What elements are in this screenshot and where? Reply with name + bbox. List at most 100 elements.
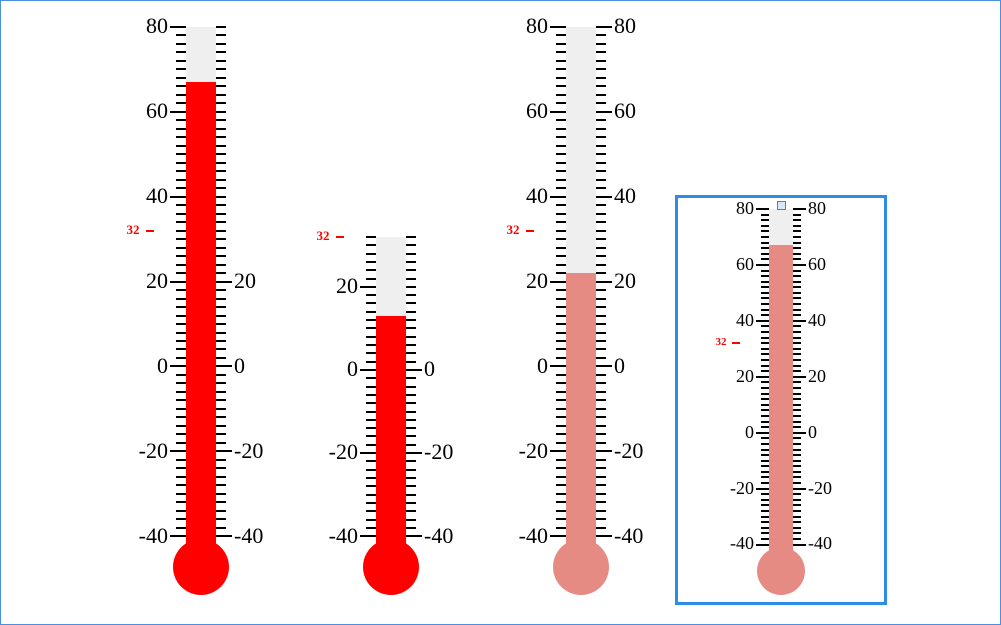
right-tick xyxy=(216,340,226,342)
left-tick xyxy=(761,365,769,367)
right-tick xyxy=(216,60,226,62)
left-tick xyxy=(761,286,769,288)
left-tick xyxy=(756,488,769,490)
right-tick xyxy=(793,314,801,316)
right-tick xyxy=(406,377,416,379)
editor-canvas[interactable]: -40-20020406080-40-2002032-40-20020-40-2… xyxy=(0,0,1001,625)
left-tick-label: 40 xyxy=(526,183,548,209)
right-tick xyxy=(406,502,416,504)
left-tick xyxy=(761,219,769,221)
right-tick xyxy=(216,348,226,350)
left-tick xyxy=(550,281,566,283)
left-tick xyxy=(761,353,769,355)
left-tick xyxy=(761,236,769,238)
right-tick xyxy=(793,398,801,400)
right-tick xyxy=(406,477,416,479)
left-tick xyxy=(176,77,186,79)
left-tick xyxy=(366,444,376,446)
right-tick xyxy=(596,94,606,96)
right-tick-label: -20 xyxy=(808,478,832,499)
right-tick xyxy=(793,236,801,238)
left-tick xyxy=(761,214,769,216)
thermo-4[interactable]: -40-20020406080-40-2002040608032 xyxy=(681,201,881,599)
right-tick xyxy=(793,376,806,378)
left-tick-label: -20 xyxy=(329,439,358,465)
right-tick xyxy=(216,145,226,147)
left-tick xyxy=(176,43,186,45)
left-tick xyxy=(556,323,566,325)
right-tick xyxy=(793,544,806,546)
left-tick xyxy=(176,153,186,155)
right-tick xyxy=(793,225,801,227)
right-tick xyxy=(406,278,416,280)
right-tick-label: -20 xyxy=(614,438,643,464)
left-tick xyxy=(556,298,566,300)
right-tick xyxy=(216,374,226,376)
left-tick xyxy=(556,340,566,342)
left-tick xyxy=(761,393,769,395)
left-tick xyxy=(176,34,186,36)
right-tick xyxy=(596,476,606,478)
left-tick xyxy=(556,382,566,384)
left-tick xyxy=(556,136,566,138)
left-tick xyxy=(761,314,769,316)
right-tick xyxy=(406,394,416,396)
right-tick xyxy=(216,179,226,181)
right-tick xyxy=(596,348,606,350)
left-tick xyxy=(176,187,186,189)
left-tick xyxy=(366,469,376,471)
left-tick xyxy=(761,348,769,350)
right-tick xyxy=(216,365,232,367)
right-tick xyxy=(596,340,606,342)
thermo-2[interactable]: -40-20020-40-20032 xyxy=(301,229,481,599)
thermo-3[interactable]: -40-20020406080-40-2002040608032 xyxy=(491,19,671,599)
left-tick-label: 40 xyxy=(146,183,168,209)
left-tick xyxy=(761,398,769,400)
left-tick xyxy=(761,465,769,467)
left-tick xyxy=(366,269,376,271)
freeze-label: 32 xyxy=(507,222,520,238)
right-tick xyxy=(596,433,606,435)
right-tick xyxy=(596,425,606,427)
right-tick xyxy=(793,460,801,462)
right-tick-label: -20 xyxy=(424,439,453,465)
right-tick xyxy=(216,289,226,291)
right-tick xyxy=(596,111,612,113)
left-tick xyxy=(556,238,566,240)
right-tick xyxy=(596,484,606,486)
left-tick xyxy=(761,521,769,523)
right-tick xyxy=(793,264,806,266)
left-tick xyxy=(556,332,566,334)
left-tick-label: -40 xyxy=(730,533,754,554)
right-tick xyxy=(793,499,801,501)
left-tick xyxy=(556,68,566,70)
thermo-1[interactable]: -40-20020406080-40-2002032 xyxy=(111,19,291,599)
right-tick xyxy=(596,187,606,189)
left-tick xyxy=(556,476,566,478)
right-tick xyxy=(596,230,606,232)
right-tick xyxy=(406,427,416,429)
right-tick xyxy=(596,196,612,198)
left-tick xyxy=(366,253,376,255)
left-tick-label: 20 xyxy=(146,268,168,294)
right-tick xyxy=(793,275,801,277)
left-tick xyxy=(761,303,769,305)
left-tick xyxy=(761,404,769,406)
right-tick xyxy=(793,325,801,327)
left-tick xyxy=(756,544,769,546)
selection-handle-top[interactable] xyxy=(777,201,786,210)
right-tick xyxy=(793,365,801,367)
right-tick xyxy=(793,337,801,339)
left-tick xyxy=(761,437,769,439)
left-tick xyxy=(366,377,376,379)
right-tick xyxy=(596,510,606,512)
left-tick xyxy=(170,26,186,28)
right-tick xyxy=(596,459,606,461)
right-tick xyxy=(406,336,416,338)
left-tick xyxy=(556,51,566,53)
left-tick xyxy=(556,247,566,249)
left-tick xyxy=(761,476,769,478)
left-tick xyxy=(556,518,566,520)
right-tick xyxy=(793,432,806,434)
right-tick xyxy=(793,404,801,406)
